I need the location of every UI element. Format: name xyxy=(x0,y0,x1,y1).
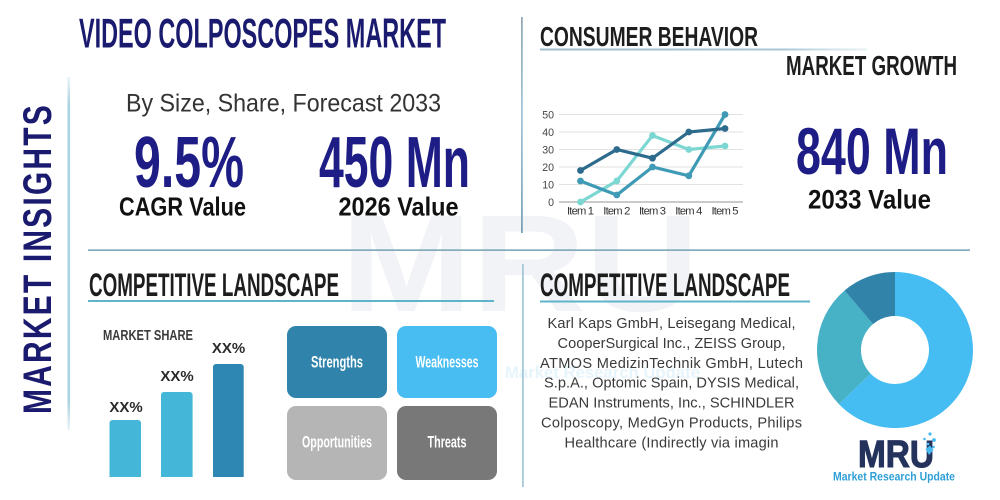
svg-text:Healthcare (Indirectly via ima: Healthcare (Indirectly via imagin xyxy=(565,435,779,451)
svg-text:MRU: MRU xyxy=(858,433,934,476)
svg-text:10: 10 xyxy=(542,180,554,192)
svg-text:CONSUMER BEHAVIOR: CONSUMER BEHAVIOR xyxy=(540,21,758,52)
svg-text:40: 40 xyxy=(542,127,554,139)
svg-text:Strengths: Strengths xyxy=(311,354,363,372)
svg-text:450 Mn: 450 Mn xyxy=(319,123,470,203)
svg-text:XX%: XX% xyxy=(109,399,142,416)
svg-text:CooperSurgical Inc., ZEISS Gro: CooperSurgical Inc., ZEISS Group, xyxy=(558,336,786,352)
svg-text:MARKET GROWTH: MARKET GROWTH xyxy=(786,50,957,81)
svg-text:MARKET INSIGHTS: MARKET INSIGHTS xyxy=(16,103,60,414)
svg-text:2033 Value: 2033 Value xyxy=(808,185,931,215)
svg-text:MRU: MRU xyxy=(341,187,699,341)
svg-text:9.5%: 9.5% xyxy=(134,123,244,203)
svg-text:Item 4: Item 4 xyxy=(675,206,702,218)
svg-text:840 Mn: 840 Mn xyxy=(796,114,948,188)
svg-text:XX%: XX% xyxy=(212,340,245,357)
svg-text:By Size, Share, Forecast 2033: By Size, Share, Forecast 2033 xyxy=(126,90,441,118)
svg-text:EDAN Instruments, Inc., SCHIND: EDAN Instruments, Inc., SCHINDLER xyxy=(549,396,795,412)
svg-text:Market Research Update: Market Research Update xyxy=(833,470,955,484)
svg-text:Weaknesses: Weaknesses xyxy=(416,354,479,372)
svg-text:30: 30 xyxy=(542,145,554,157)
svg-text:0: 0 xyxy=(548,197,554,209)
svg-text:Market Research Update: Market Research Update xyxy=(505,363,700,382)
svg-text:20: 20 xyxy=(542,162,554,174)
svg-text:2026 Value: 2026 Value xyxy=(339,192,459,222)
svg-text:MARKET SHARE: MARKET SHARE xyxy=(103,327,193,344)
svg-text:Item 2: Item 2 xyxy=(603,206,630,218)
svg-text:ATMOS MedizinTechnik GmbH, Lut: ATMOS MedizinTechnik GmbH, Lutech xyxy=(540,356,803,372)
svg-text:Karl Kaps GmbH, Leisegang Medi: Karl Kaps GmbH, Leisegang Medical, xyxy=(548,316,796,332)
svg-text:VIDEO COLPOSCOPES MARKET: VIDEO COLPOSCOPES MARKET xyxy=(79,10,446,57)
svg-text:Item 1: Item 1 xyxy=(567,206,594,218)
svg-text:Opportunities: Opportunities xyxy=(302,434,372,452)
svg-text:Item 5: Item 5 xyxy=(712,206,739,218)
svg-text:Item 3: Item 3 xyxy=(639,206,666,218)
svg-text:CAGR Value: CAGR Value xyxy=(119,192,246,222)
svg-text:S.p.A., Optomic Spain, DYSIS M: S.p.A., Optomic Spain, DYSIS Medical, xyxy=(544,376,799,392)
svg-text:COMPETITIVE LANDSCAPE: COMPETITIVE LANDSCAPE xyxy=(89,267,339,303)
svg-text:Threats: Threats xyxy=(428,434,467,452)
svg-text:COMPETITIVE LANDSCAPE: COMPETITIVE LANDSCAPE xyxy=(540,267,790,303)
svg-text:XX%: XX% xyxy=(160,368,193,385)
svg-text:50: 50 xyxy=(542,110,554,122)
svg-text:Colposcopy, MedGyn Products, P: Colposcopy, MedGyn Products, Philips xyxy=(541,416,802,432)
